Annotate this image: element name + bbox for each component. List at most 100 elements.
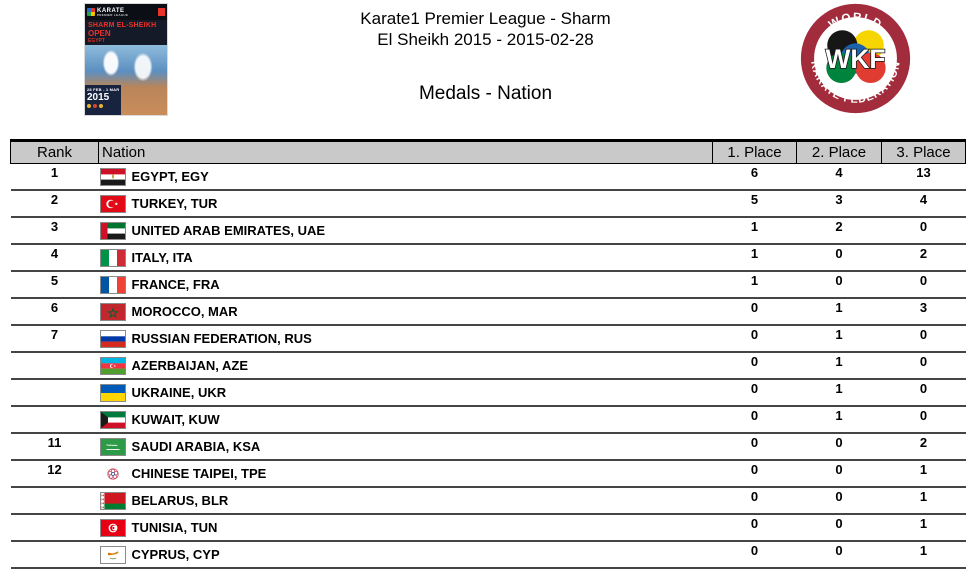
nation-cell: KUWAIT, KUW — [98, 406, 713, 434]
place-2-cell: 0 — [796, 244, 882, 272]
nation-label: KUWAIT, KUW — [131, 411, 220, 427]
place-2-cell: 0 — [796, 460, 882, 488]
nation-cell: FRANCE, FRA — [98, 271, 713, 299]
nation-cell: CHINESE TAIPEI, TPE — [98, 460, 713, 488]
rank-cell: 6 — [10, 298, 99, 326]
table-row: BELARUS, BLR 0 0 1 — [10, 487, 966, 515]
table-row: 12 CHINESE TAIPEI, TPE 0 0 1 — [10, 460, 966, 488]
rank-cell: 1 — [10, 163, 99, 191]
place-1-cell: 1 — [712, 244, 797, 272]
kuw-flag-icon — [100, 411, 125, 428]
place-1-cell: 0 — [712, 352, 797, 380]
nation-label: CHINESE TAIPEI, TPE — [131, 465, 267, 481]
ita-flag-icon — [100, 249, 125, 266]
nation-label: MOROCCO, MAR — [131, 303, 238, 319]
nation-label: UKRAINE, UKR — [131, 384, 227, 400]
nation-label: EGYPT, EGY — [131, 168, 209, 184]
nation-label: UNITED ARAB EMIRATES, UAE — [131, 222, 326, 238]
rank-cell: 4 — [10, 244, 99, 272]
place-2-cell: 1 — [796, 325, 882, 353]
place-3-cell: 1 — [881, 487, 966, 515]
place-2-cell: 1 — [796, 379, 882, 407]
nation-cell: ITALY, ITA — [98, 244, 713, 272]
table-row: 3 UNITED ARAB EMIRATES, UAE 1 2 0 — [10, 217, 966, 245]
place-3-cell: 0 — [881, 379, 966, 407]
place-1-cell: 0 — [712, 406, 797, 434]
nation-label: ITALY, ITA — [131, 249, 193, 265]
egy-flag-icon — [100, 168, 125, 185]
blr-flag-icon — [100, 492, 125, 509]
ukr-flag-icon — [100, 384, 125, 401]
place-2-cell: 2 — [796, 217, 882, 245]
poster-date: 28 FEB - 1 MAR — [87, 87, 120, 92]
place-1-cell: 6 — [712, 163, 797, 191]
table-row: AZERBAIJAN, AZE 0 1 0 — [10, 352, 966, 380]
table-header-row: Rank Nation 1. Place 2. Place 3. Place — [10, 139, 966, 164]
place-3-cell: 1 — [881, 541, 966, 569]
poster-country-label: EGYPT — [88, 38, 105, 44]
nation-cell: UNITED ARAB EMIRATES, UAE — [98, 217, 713, 245]
wkf-logo: WKF WORLD KARATE FEDERATION — [800, 3, 911, 114]
karate1-cube-icon — [87, 8, 95, 16]
rank-cell — [10, 487, 99, 515]
place-1-cell: 0 — [712, 379, 797, 407]
column-header-nation: Nation — [98, 139, 713, 164]
place-2-cell: 1 — [796, 352, 882, 380]
place-3-cell: 1 — [881, 460, 966, 488]
place-2-cell: 0 — [796, 541, 882, 569]
place-3-cell: 0 — [881, 217, 966, 245]
place-3-cell: 2 — [881, 244, 966, 272]
rank-cell — [10, 514, 99, 542]
table-row: 6 MOROCCO, MAR 0 1 3 — [10, 298, 966, 326]
poster-year: 2015 — [87, 92, 110, 103]
place-3-cell: 13 — [881, 163, 966, 191]
column-header-p3: 3. Place — [881, 139, 966, 164]
nation-cell: TURKEY, TUR — [98, 190, 713, 218]
rank-cell — [10, 406, 99, 434]
place-3-cell: 0 — [881, 325, 966, 353]
rus-flag-icon — [100, 330, 125, 347]
rank-cell — [10, 352, 99, 380]
rank-cell: 5 — [10, 271, 99, 299]
nation-label: AZERBAIJAN, AZE — [131, 357, 249, 373]
event-title-line2: El Sheikh 2015 - 2015-02-28 — [377, 30, 594, 49]
nation-cell: AZERBAIJAN, AZE — [98, 352, 713, 380]
nation-label: TUNISIA, TUN — [131, 519, 218, 535]
place-1-cell: 5 — [712, 190, 797, 218]
ksa-flag-icon — [100, 438, 125, 455]
sponsor-dot-icon — [99, 104, 103, 108]
place-1-cell: 0 — [712, 325, 797, 353]
nation-cell: EGYPT, EGY — [98, 163, 713, 191]
table-row: 2 TURKEY, TUR 5 3 4 — [10, 190, 966, 218]
karate1-logo-text: KARATE — [97, 7, 125, 14]
page-title: Medals - Nation — [418, 83, 553, 104]
place-1-cell: 0 — [712, 541, 797, 569]
place-1-cell: 0 — [712, 460, 797, 488]
place-3-cell: 2 — [881, 433, 966, 461]
poster-open-label: OPEN — [88, 29, 111, 38]
nation-label: TURKEY, TUR — [131, 195, 218, 211]
place-1-cell: 0 — [712, 487, 797, 515]
nation-cell: RUSSIAN FEDERATION, RUS — [98, 325, 713, 353]
place-3-cell: 1 — [881, 514, 966, 542]
sponsor-dot-icon — [87, 104, 91, 108]
tpe-flag-icon — [101, 466, 125, 482]
nation-label: BELARUS, BLR — [131, 492, 229, 508]
nation-cell: BELARUS, BLR — [98, 487, 713, 515]
place-3-cell: 0 — [881, 406, 966, 434]
table-row: 7 RUSSIAN FEDERATION, RUS 0 1 0 — [10, 325, 966, 353]
column-header-p2: 2. Place — [796, 139, 882, 164]
karate1-one-icon — [158, 8, 165, 16]
wkf-red-circle-icon — [855, 52, 886, 83]
place-3-cell: 4 — [881, 190, 966, 218]
place-2-cell: 0 — [796, 271, 882, 299]
nation-label: FRANCE, FRA — [131, 276, 220, 292]
nation-label: CYPRUS, CYP — [131, 546, 220, 562]
place-1-cell: 1 — [712, 217, 797, 245]
rank-cell — [10, 541, 99, 569]
event-poster: KARATE PREMIER LEAGUE SHARM EL-SHEIKH OPE… — [85, 4, 167, 115]
place-3-cell: 0 — [881, 271, 966, 299]
nation-label: SAUDI ARABIA, KSA — [131, 438, 261, 454]
nation-cell: MOROCCO, MAR — [98, 298, 713, 326]
uae-flag-icon — [100, 222, 125, 239]
